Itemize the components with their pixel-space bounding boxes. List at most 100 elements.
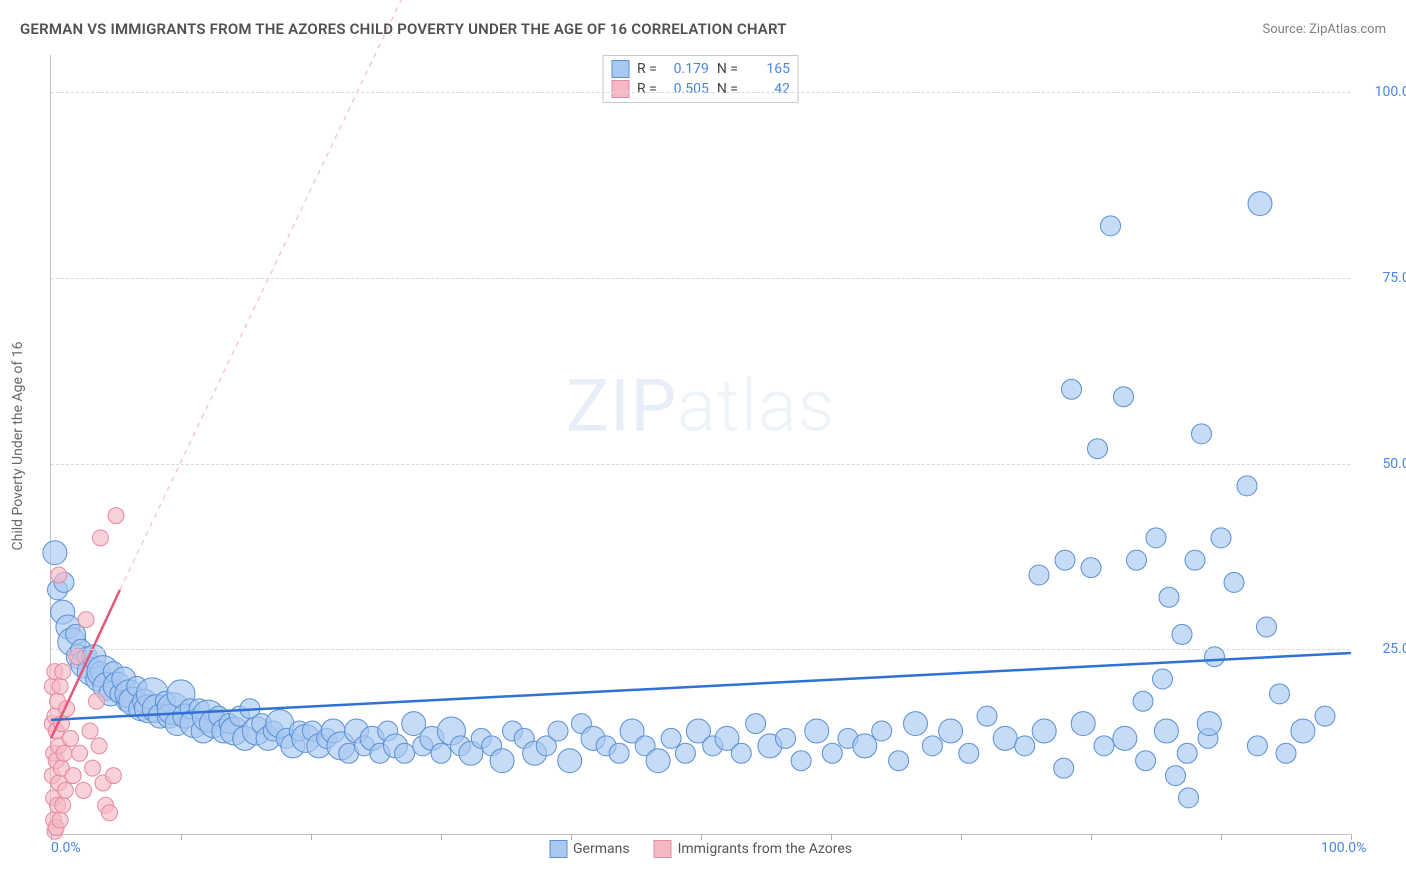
y-axis-title: Child Poverty Under the Age of 16 [10,342,26,551]
swatch-icon [611,60,629,78]
data-point [1276,743,1296,763]
data-point [92,530,108,546]
data-point [108,508,124,524]
data-point [1257,617,1277,637]
data-point [490,749,514,773]
data-point [1088,439,1108,459]
data-point [1032,719,1056,743]
stat-key: R = [637,81,657,97]
data-point [904,712,928,736]
data-point [89,693,105,709]
data-point [872,721,892,741]
y-tick-label: 100.0% [1375,84,1406,100]
stats-box: R =0.179N =165R =0.505N =42 [602,55,799,103]
data-point [1029,565,1049,585]
data-point [731,743,751,763]
data-point [1247,736,1267,756]
swatch-icon [611,80,629,98]
data-point [646,749,670,773]
data-point [1179,788,1199,808]
data-point [746,714,766,734]
data-point [1211,528,1231,548]
data-point [395,743,415,763]
data-point [939,719,963,743]
legend-label: Germans [573,841,630,857]
data-point [1177,743,1197,763]
data-point [1094,736,1114,756]
data-point [853,734,877,758]
data-point [55,797,71,813]
data-point [51,567,67,583]
x-tick [311,834,312,840]
data-point [889,751,909,771]
x-tick-label: 100.0% [1321,840,1366,856]
x-tick [1221,834,1222,840]
data-point [1197,712,1221,736]
data-point [85,760,101,776]
data-point [431,743,451,763]
data-point [91,738,107,754]
data-point [102,805,118,821]
stat-row: R =0.179N =165 [611,60,790,78]
data-point [1062,379,1082,399]
data-point [1166,766,1186,786]
data-point [52,812,68,828]
data-point [977,706,997,726]
data-point [776,728,796,748]
gridline [51,92,1350,93]
data-point [609,743,629,763]
stat-n-value: 42 [746,81,790,97]
stat-key: N = [717,81,738,97]
data-point [1081,558,1101,578]
data-point [1113,726,1137,750]
data-point [675,743,695,763]
data-point [1101,216,1121,236]
data-point [805,719,829,743]
legend-item: Immigrants from the Azores [654,840,852,858]
data-point [1237,476,1257,496]
chart-source: Source: ZipAtlas.com [1262,22,1386,37]
data-point [1153,669,1173,689]
data-point [1133,691,1153,711]
stat-key: N = [717,61,738,77]
data-point [1015,736,1035,756]
data-point [1192,424,1212,444]
stat-r-value: 0.179 [665,61,709,77]
data-point [661,728,681,748]
data-point [52,678,68,694]
y-tick-label: 50.0% [1382,456,1406,472]
y-tick-label: 75.0% [1382,270,1406,286]
data-point [1154,719,1178,743]
x-tick [961,834,962,840]
x-tick [831,834,832,840]
x-tick [571,834,572,840]
data-point [1270,684,1290,704]
data-point [822,743,842,763]
data-point [993,726,1017,750]
data-point [1248,192,1272,216]
data-point [1054,758,1074,778]
data-point [55,664,71,680]
data-point [558,749,582,773]
chart-svg [51,55,1350,834]
data-point [1127,550,1147,570]
data-point [82,723,98,739]
data-point [1172,624,1192,644]
gridline [51,278,1350,279]
x-tick [1091,834,1092,840]
data-point [1291,719,1315,743]
data-point [105,768,121,784]
data-point [76,782,92,798]
data-point [1055,550,1075,570]
x-tick-label: 0.0% [51,840,81,856]
gridline [51,649,1350,650]
data-point [1071,712,1095,736]
data-point [1315,706,1335,726]
legend: Germans Immigrants from the Azores [549,840,852,858]
y-tick-label: 25.0% [1382,641,1406,657]
data-point [43,541,67,565]
data-point [1185,550,1205,570]
x-tick [181,834,182,840]
chart-header: GERMAN VS IMMIGRANTS FROM THE AZORES CHI… [20,20,1386,38]
data-point [1224,572,1244,592]
